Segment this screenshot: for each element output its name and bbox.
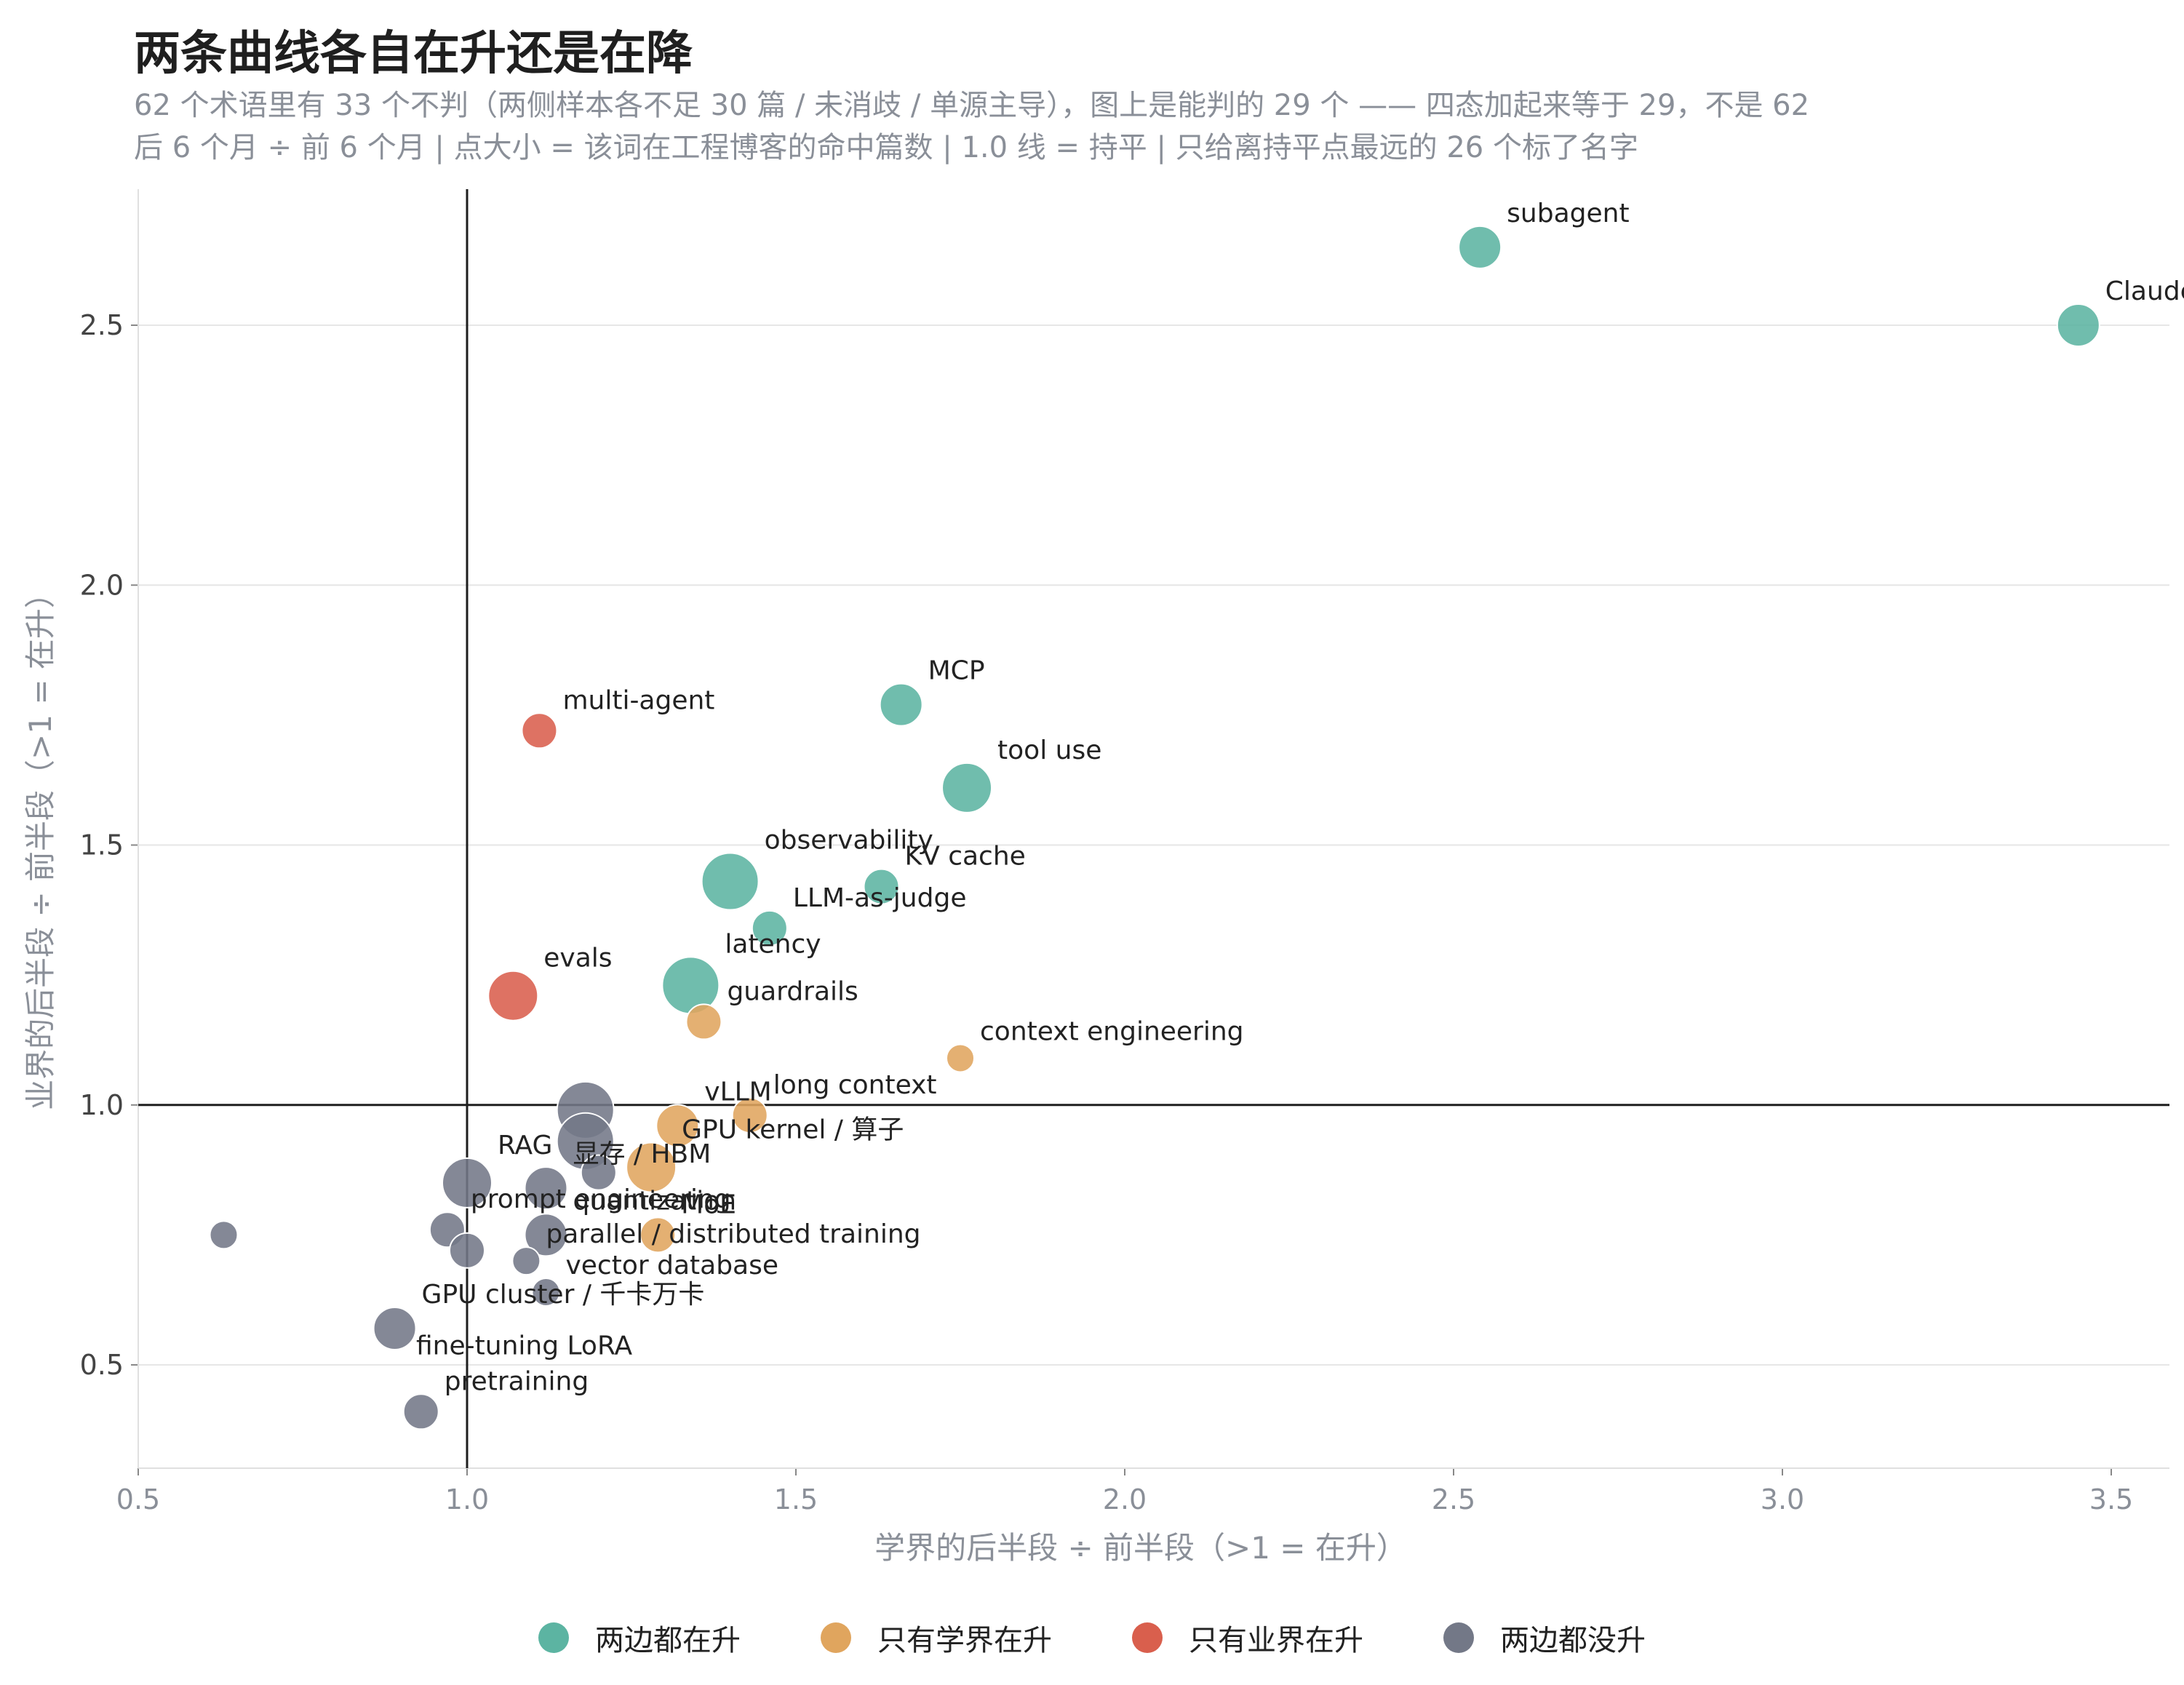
data-point-neither xyxy=(524,1213,568,1257)
point-label: MoE xyxy=(681,1190,736,1219)
legend-label-industry-only: 只有业界在升 xyxy=(1189,1624,1363,1657)
x-tick-label: 2.0 xyxy=(1103,1483,1147,1515)
legend-item-neither: 两边都没升 xyxy=(1443,1617,1646,1659)
data-point-neither xyxy=(511,1246,541,1276)
point-label: context engineering xyxy=(980,1016,1244,1046)
point-label: MCP xyxy=(928,656,985,686)
data-point-both-up xyxy=(701,852,760,911)
point-label: evals xyxy=(543,944,612,973)
legend-label-both-up: 两边都在升 xyxy=(595,1624,741,1657)
data-point-neither xyxy=(442,1157,493,1208)
point-labels: subagent Claude Code MCP tool use observabil… xyxy=(416,199,2184,1396)
y-axis-label: 业界的后半段 ÷ 前半段（>1 = 在升） xyxy=(23,578,58,1110)
data-point-neither xyxy=(531,1277,561,1307)
x-axis-label: 学界的后半段 ÷ 前半段（>1 = 在升） xyxy=(874,1530,1407,1566)
x-tick-label: 3.0 xyxy=(1761,1483,1804,1515)
point-label: 显存 / HBM xyxy=(573,1139,711,1169)
data-point-neither xyxy=(524,1166,568,1211)
point-label: fine-tuning LoRA xyxy=(416,1331,632,1361)
data-point-academic-only xyxy=(639,1216,677,1254)
point-label: Claude Code xyxy=(2105,276,2184,306)
point-label: quantization xyxy=(573,1186,736,1216)
legend-swatch-industry-only xyxy=(1132,1622,1163,1653)
data-point-academic-only xyxy=(946,1043,975,1073)
y-tick-label: 2.5 xyxy=(80,309,124,341)
legend-item-industry-only: 只有业界在升 xyxy=(1132,1617,1363,1659)
point-label: KV cache xyxy=(905,842,1026,872)
y-tick-label: 2.0 xyxy=(80,569,124,601)
data-point-both-up xyxy=(751,909,788,947)
y-tick-label: 0.5 xyxy=(80,1349,124,1381)
chart-subtitle-line-1: 62 个术语里有 33 个不判（两侧样本各不足 30 篇 / 未消歧 / 单源主… xyxy=(134,89,1810,122)
legend-swatch-academic-only xyxy=(821,1622,851,1653)
legend-item-academic-only: 只有学界在升 xyxy=(821,1617,1052,1659)
point-label: tool use xyxy=(997,736,1101,765)
point-label: LLM-as-judge xyxy=(793,883,967,913)
data-point-academic-only xyxy=(731,1097,768,1134)
point-label: vLLM xyxy=(704,1077,771,1107)
data-point-both-up xyxy=(941,762,993,813)
point-label: observability xyxy=(765,826,933,856)
y-tick-label: 1.5 xyxy=(80,829,124,861)
chart-title: 两条曲线各自在升还是在降 xyxy=(134,27,693,81)
x-tick-label: 1.5 xyxy=(774,1483,818,1515)
point-label: GPU kernel / 算子 xyxy=(682,1115,904,1144)
point-label: GPU cluster / 千卡万卡 xyxy=(422,1280,705,1310)
data-points xyxy=(209,225,2100,1430)
legend-swatch-both-up xyxy=(538,1622,569,1653)
point-label: latency xyxy=(725,929,821,959)
y-tick-label: 1.0 xyxy=(80,1089,124,1121)
legend: 两边都在升 只有学界在升 只有业界在升 两边都没升 xyxy=(0,1617,2184,1659)
data-point-neither xyxy=(580,1154,617,1191)
legend-swatch-neither xyxy=(1443,1622,1474,1653)
legend-label-academic-only: 只有学界在升 xyxy=(877,1624,1052,1657)
x-tick-label: 1.0 xyxy=(445,1483,489,1515)
point-label: pretraining xyxy=(445,1366,589,1396)
x-tick-label: 0.5 xyxy=(116,1483,160,1515)
data-point-both-up xyxy=(863,868,900,905)
data-point-neither xyxy=(449,1232,485,1269)
chart-subtitle-line-2: 后 6 个月 ÷ 前 6 个月 | 点大小 = 该词在工程博客的命中篇数 | 1… xyxy=(134,131,1638,164)
point-label: RAG xyxy=(498,1131,552,1160)
data-point-industry-only xyxy=(521,712,558,749)
point-label: subagent xyxy=(1507,199,1629,228)
point-label: parallel / distributed training xyxy=(546,1219,920,1249)
data-point-neither xyxy=(402,1393,439,1430)
point-label: vector database xyxy=(565,1251,778,1280)
legend-item-both-up: 两边都在升 xyxy=(538,1617,741,1659)
gridlines xyxy=(138,324,2169,1366)
data-point-academic-only xyxy=(655,1104,700,1148)
data-point-neither xyxy=(209,1220,239,1250)
point-label: guardrails xyxy=(727,976,858,1006)
x-tick-label: 3.5 xyxy=(2089,1483,2133,1515)
data-point-academic-only xyxy=(626,1142,677,1193)
data-point-neither xyxy=(372,1306,417,1350)
point-label: prompt engineering xyxy=(471,1184,731,1214)
data-point-academic-only xyxy=(685,1003,722,1040)
x-tick-label: 2.5 xyxy=(1432,1483,1475,1515)
data-point-industry-only xyxy=(487,970,539,1021)
point-label: long context xyxy=(773,1070,937,1100)
legend-label-neither: 两边都没升 xyxy=(1500,1624,1646,1657)
point-label: multi-agent xyxy=(562,685,714,715)
data-point-both-up xyxy=(879,682,923,727)
data-point-both-up xyxy=(2056,303,2100,347)
data-point-both-up xyxy=(1458,225,1502,269)
